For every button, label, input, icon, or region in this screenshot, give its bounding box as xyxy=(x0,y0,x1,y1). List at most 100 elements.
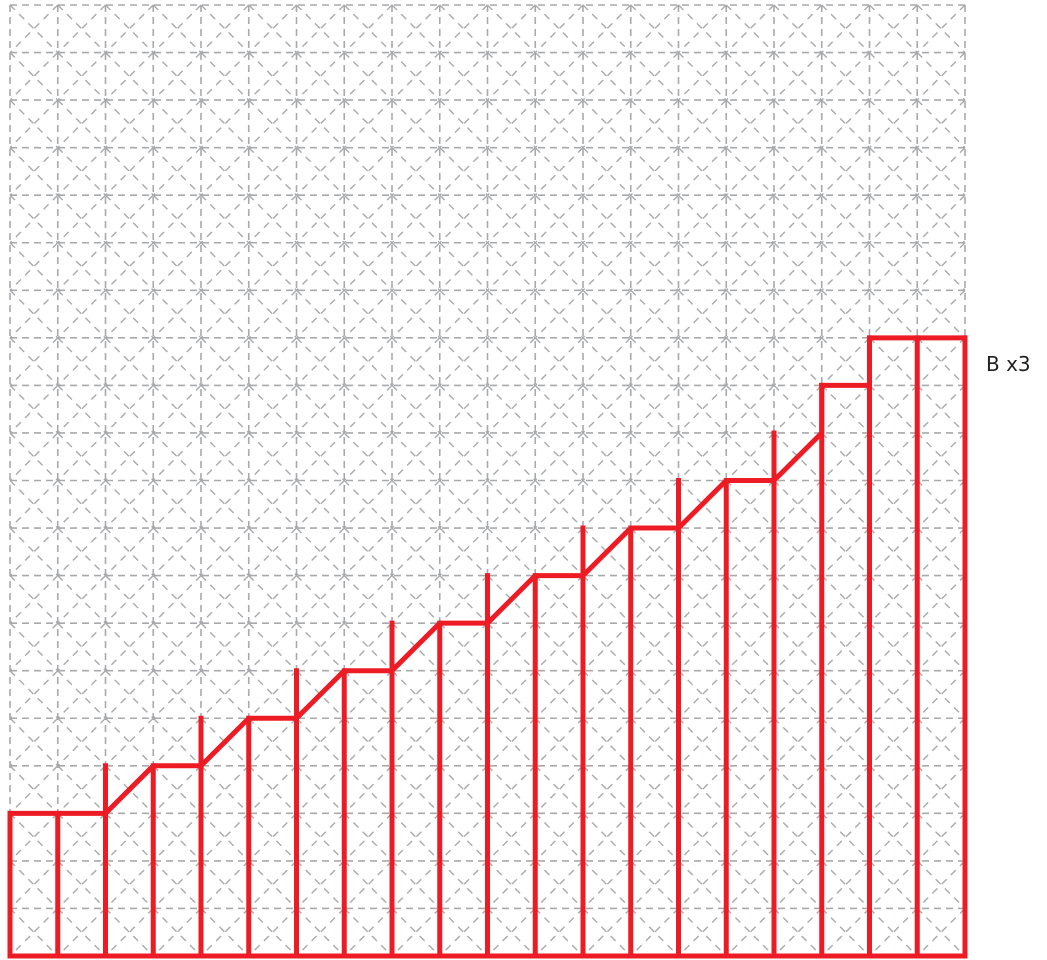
grid-diagonal-line xyxy=(391,765,441,814)
grid-diagonal-line xyxy=(57,575,106,624)
grid-diagonal-line xyxy=(821,194,870,244)
grid-diagonal-line xyxy=(439,147,488,196)
grid-diagonal-line xyxy=(439,384,488,434)
grid-diagonal-line xyxy=(343,147,393,196)
grid-diagonal-line xyxy=(725,480,775,529)
grid-diagonal-line xyxy=(439,480,488,529)
grid-diagonal-line xyxy=(105,337,154,386)
grid-diagonal-line xyxy=(582,337,632,386)
grid-diagonal-line xyxy=(678,242,727,291)
grid-diagonal-line xyxy=(439,765,488,814)
grid-diagonal-line xyxy=(296,99,345,149)
grid-diagonal-line xyxy=(152,622,202,672)
grid-diagonal-line xyxy=(57,860,106,909)
grid-diagonal-line xyxy=(821,812,870,862)
grid-diagonal-line xyxy=(916,670,966,719)
grid-diagonal-line xyxy=(487,337,536,386)
grid-diagonal-line xyxy=(200,812,250,862)
grid-diagonal-line xyxy=(725,812,775,862)
grid-diagonal-line xyxy=(582,194,632,244)
grid-diagonal-line xyxy=(678,99,727,149)
grid-diagonal-line xyxy=(582,765,632,814)
grid-diagonal-line xyxy=(821,99,870,149)
grid-diagonal-line xyxy=(821,527,870,577)
grid-diagonal-line xyxy=(534,812,584,862)
grid-diagonal-line xyxy=(152,812,202,862)
grid-diagonal-line xyxy=(9,147,59,196)
grid-diagonal-line xyxy=(152,289,202,339)
grid-diagonal-line xyxy=(487,812,536,862)
grid-diagonal-line xyxy=(9,717,59,767)
grid-diagonal-line xyxy=(248,717,297,767)
grid-diagonal-line xyxy=(630,194,679,244)
grid-diagonal-line xyxy=(582,480,632,529)
grid-diagonal-line xyxy=(200,99,250,149)
grid-diagonal-line xyxy=(630,527,679,577)
grid-diagonal-line xyxy=(57,147,106,196)
grid-diagonal-line xyxy=(582,4,632,54)
grid-diagonal-line xyxy=(773,242,823,291)
grid-diagonal-line xyxy=(487,194,536,244)
grid-diagonal-line xyxy=(487,432,536,481)
grid-diagonal-line xyxy=(391,860,441,909)
grid-diagonal-line xyxy=(630,575,679,624)
grid-diagonal-line xyxy=(630,337,679,386)
grid-diagonal-line xyxy=(152,480,202,529)
grid-diagonal-line xyxy=(869,289,918,339)
grid-diagonal-line xyxy=(57,147,106,196)
grid-diagonal-line xyxy=(821,384,870,434)
grid-diagonal-line xyxy=(773,527,823,577)
grid-diagonal-line xyxy=(152,907,202,957)
grid-diagonal-line xyxy=(725,907,775,957)
grid-diagonal-line xyxy=(487,527,536,577)
grid-diagonal-line xyxy=(343,860,393,909)
grid-diagonal-line xyxy=(630,717,679,767)
grid-diagonal-line xyxy=(630,622,679,672)
grid-diagonal-line xyxy=(105,242,154,291)
grid-diagonal-line xyxy=(57,670,106,719)
grid-diagonal-line xyxy=(534,194,584,244)
grid-diagonal-line xyxy=(105,622,154,672)
grid-diagonal-line xyxy=(821,717,870,767)
grid-diagonal-line xyxy=(534,99,584,149)
grid-diagonal-line xyxy=(152,622,202,672)
grid-diagonal-line xyxy=(678,575,727,624)
grid-diagonal-line xyxy=(343,52,393,101)
grid-diagonal-line xyxy=(773,147,823,196)
grid-diagonal-line xyxy=(869,4,918,54)
grid-diagonal-line xyxy=(630,622,679,672)
grid-diagonal-line xyxy=(821,432,870,481)
grid-diagonal-line xyxy=(152,860,202,909)
grid-diagonal-line xyxy=(391,527,441,577)
grid-diagonal-line xyxy=(105,717,154,767)
grid-diagonal-line xyxy=(343,717,393,767)
grid-diagonal-line xyxy=(869,765,918,814)
grid-diagonal-line xyxy=(152,717,202,767)
grid-diagonal-line xyxy=(630,4,679,54)
grid-diagonal-line xyxy=(200,384,250,434)
grid-diagonal-line xyxy=(391,147,441,196)
grid-diagonal-line xyxy=(678,575,727,624)
grid-diagonal-line xyxy=(439,52,488,101)
grid-diagonal-line xyxy=(439,384,488,434)
grid-diagonal-line xyxy=(773,384,823,434)
grid-diagonal-line xyxy=(678,812,727,862)
grid-diagonal-line xyxy=(152,765,202,814)
grid-diagonal-line xyxy=(725,4,775,54)
grid-diagonal-line xyxy=(9,907,59,957)
grid-diagonal-line xyxy=(57,860,106,909)
grid-diagonal-line xyxy=(725,242,775,291)
grid-diagonal-line xyxy=(630,812,679,862)
grid-diagonal-line xyxy=(916,242,966,291)
grid-diagonal-line xyxy=(105,147,154,196)
grid-diagonal-line xyxy=(296,765,345,814)
grid-diagonal-line xyxy=(105,575,154,624)
grid-diagonal-line xyxy=(678,717,727,767)
grid-diagonal-line xyxy=(439,717,488,767)
grid-diagonal-line xyxy=(439,147,488,196)
grid-diagonal-line xyxy=(200,575,250,624)
grid-diagonal-line xyxy=(534,432,584,481)
grid-diagonal-line xyxy=(439,907,488,957)
grid-diagonal-line xyxy=(534,147,584,196)
grid-diagonal-line xyxy=(248,480,297,529)
